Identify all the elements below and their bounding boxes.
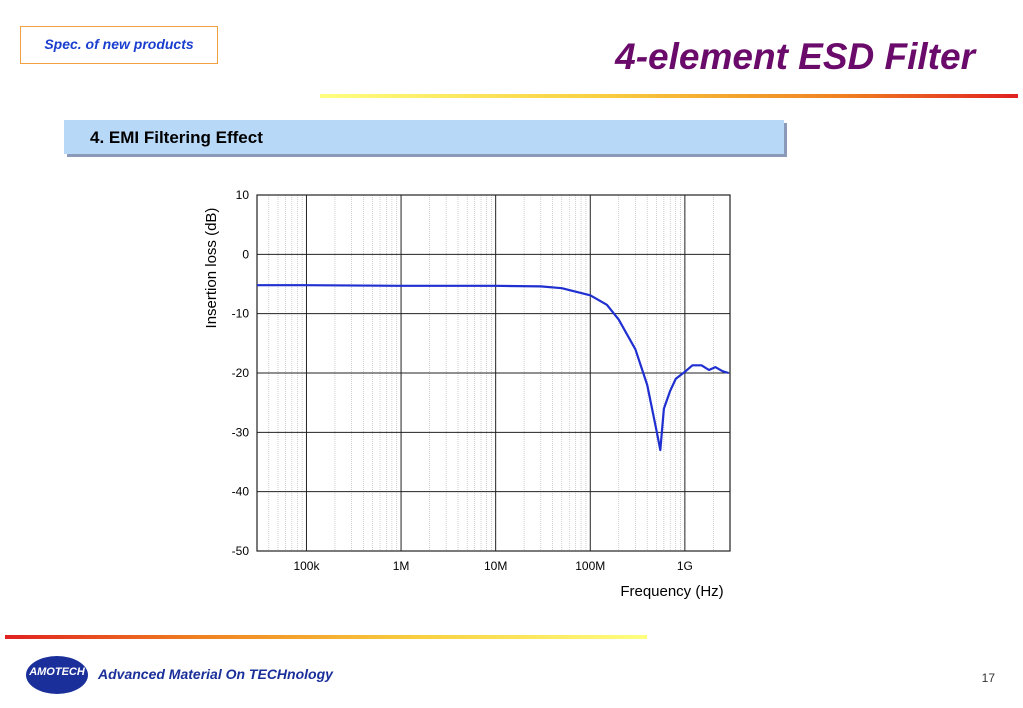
section-bar <box>64 120 784 154</box>
x-axis-label: Frequency (Hz) <box>620 583 723 600</box>
data-line <box>257 284 729 452</box>
logo-text: AMOTECH <box>29 666 85 678</box>
tag-box <box>20 26 218 64</box>
y-tick-label: -40 <box>232 485 250 499</box>
logo <box>26 656 88 694</box>
x-tick-label: 100M <box>575 559 605 573</box>
y-tick-label: 10 <box>236 188 250 202</box>
y-tick-label: -50 <box>232 544 250 558</box>
y-tick-label: 0 <box>242 247 249 261</box>
y-tick-label: -20 <box>232 366 250 380</box>
footer-text: Advanced Material On TECHnology <box>98 666 333 682</box>
tag: Spec. of new products <box>44 36 194 52</box>
x-tick-label: 100k <box>293 559 320 573</box>
page-number: 17 <box>981 671 995 685</box>
y-axis-label: Insertion loss (dB) <box>203 208 220 329</box>
section-title: 4. EMI Filtering Effect <box>90 128 263 147</box>
y-tick-label: -30 <box>232 425 250 439</box>
footer-rule <box>5 635 647 639</box>
x-tick-label: 1G <box>677 559 693 573</box>
x-tick-label: 1M <box>393 559 410 573</box>
plot-frame <box>256 194 731 552</box>
title: 4-element ESD Filter <box>615 36 975 77</box>
x-tick-label: 10M <box>484 559 507 573</box>
title-rule <box>320 94 1018 98</box>
y-tick-label: -10 <box>232 307 250 321</box>
